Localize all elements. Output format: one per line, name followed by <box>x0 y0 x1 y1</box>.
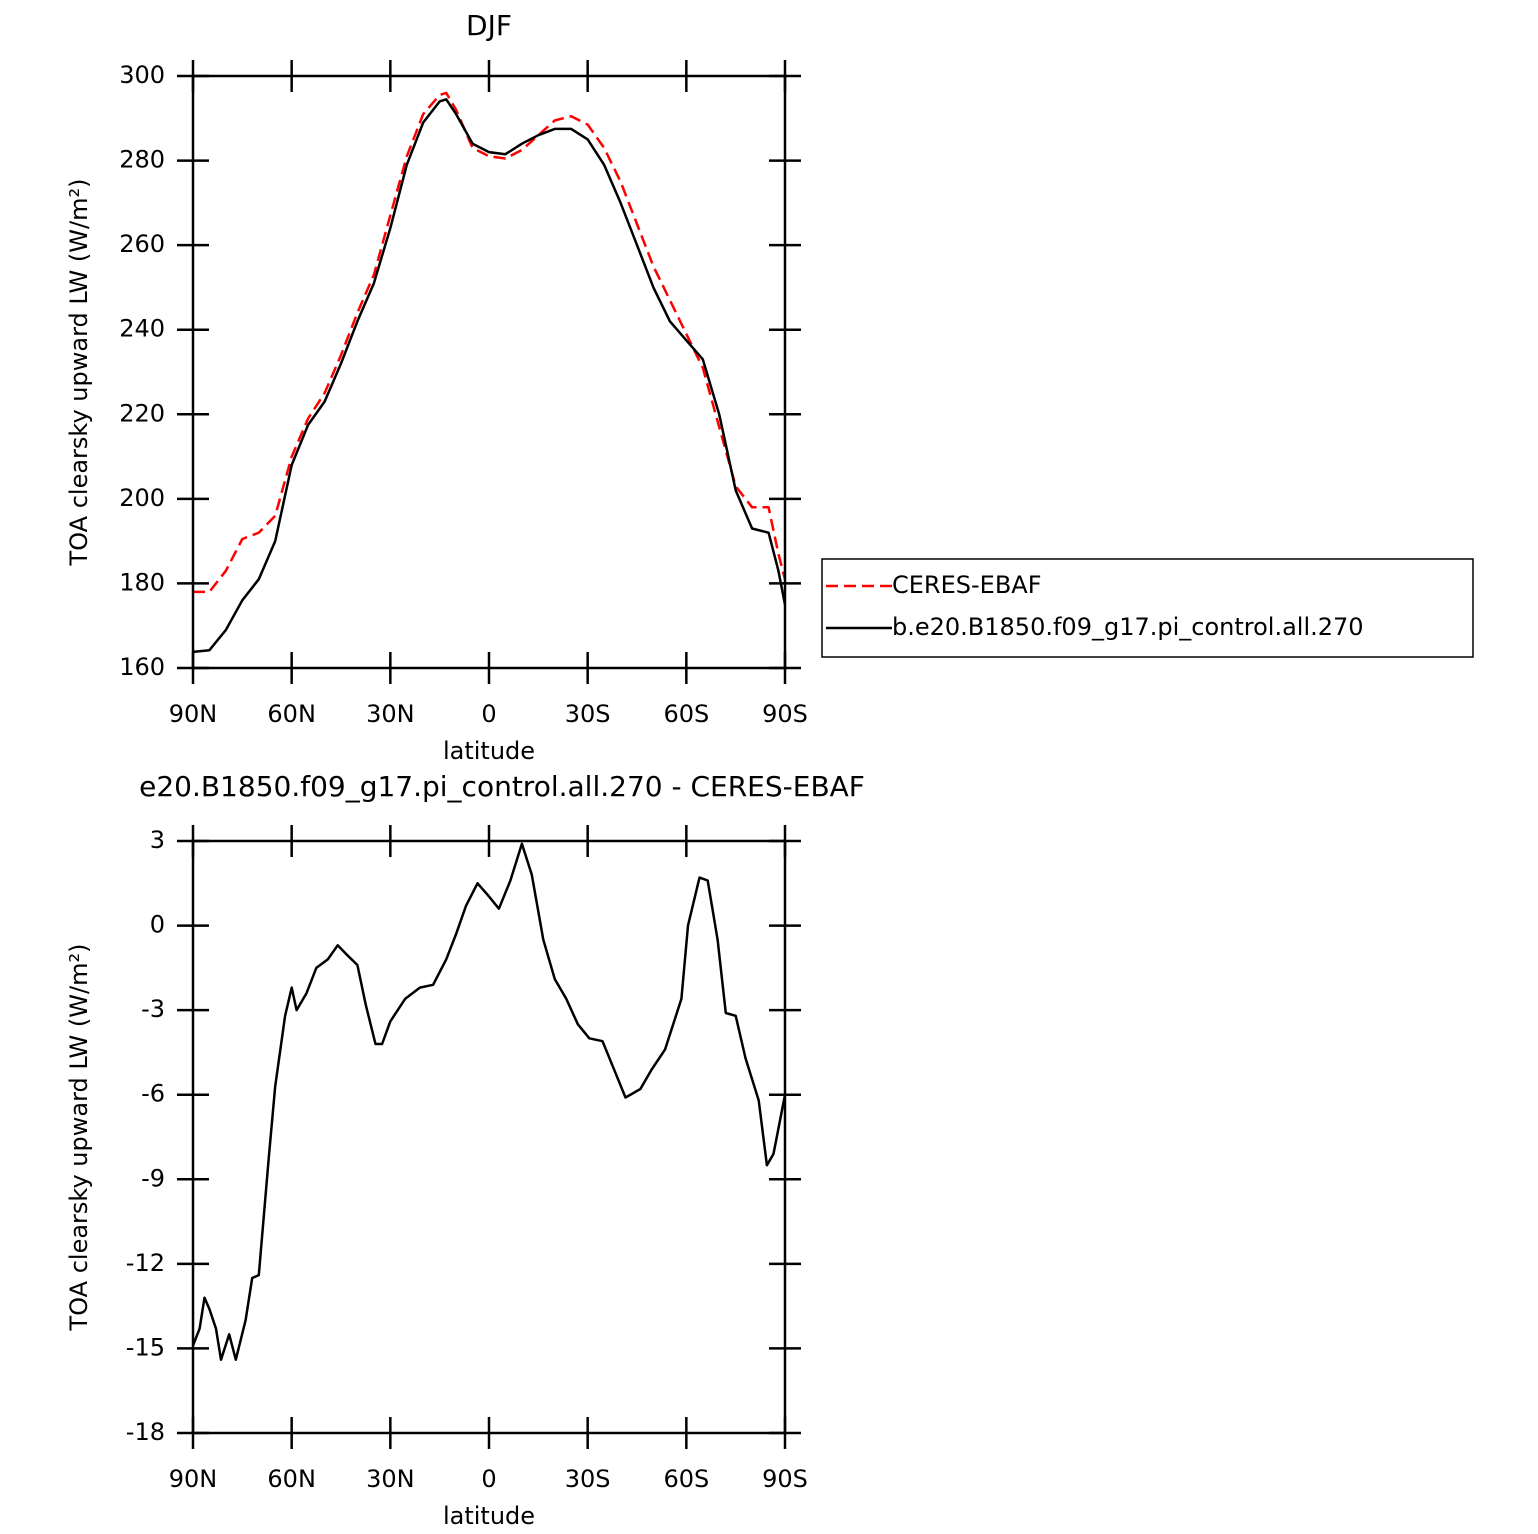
legend-label: b.e20.B1850.f09_g17.pi_control.all.270 <box>892 613 1364 641</box>
x-tick-label: 90N <box>169 1465 218 1493</box>
y-tick-label: 240 <box>119 315 165 343</box>
x-tick-label: 90S <box>762 1465 808 1493</box>
x-tick-label: 30S <box>565 1465 611 1493</box>
y-tick-label: -15 <box>126 1333 165 1361</box>
y-tick-label: 180 <box>119 568 165 596</box>
y-tick-label: 0 <box>150 911 165 939</box>
y-tick-label: -9 <box>141 1164 165 1192</box>
data-line <box>192 98 787 654</box>
y-tick-label: -18 <box>126 1418 165 1446</box>
x-tick-label: 60N <box>267 700 316 728</box>
y-tick-label: 300 <box>119 61 165 89</box>
legend-label: CERES-EBAF <box>892 571 1042 599</box>
x-tick-label: 30N <box>366 1465 415 1493</box>
x-tick-label: 0 <box>481 1465 496 1493</box>
legend-box <box>821 558 1474 658</box>
y-tick-label: -3 <box>141 995 165 1023</box>
plot-frame <box>191 839 787 1435</box>
x-tick-label: 60S <box>663 700 709 728</box>
chart-title: e20.B1850.f09_g17.pi_control.all.270 - C… <box>139 770 865 803</box>
x-axis-label: latitude <box>443 737 535 765</box>
x-tick-label: 30S <box>565 700 611 728</box>
y-tick-label: 260 <box>119 230 165 258</box>
y-axis-label: TOA clearsky upward LW (W/m²) <box>65 179 93 567</box>
y-tick-label: 280 <box>119 146 165 174</box>
chart-title: DJF <box>466 9 512 42</box>
y-tick-label: 3 <box>150 826 165 854</box>
y-tick-label: 220 <box>119 399 165 427</box>
y-tick-label: -6 <box>141 1080 165 1108</box>
y-tick-label: 200 <box>119 484 165 512</box>
x-tick-label: 60N <box>267 1465 316 1493</box>
y-axis-label: TOA clearsky upward LW (W/m²) <box>65 944 93 1332</box>
x-tick-label: 90S <box>762 700 808 728</box>
x-tick-label: 90N <box>169 700 218 728</box>
x-tick-label: 0 <box>481 700 496 728</box>
x-axis-label: latitude <box>443 1502 535 1530</box>
plot-frame <box>191 74 787 670</box>
y-tick-label: 160 <box>119 653 165 681</box>
x-tick-label: 60S <box>663 1465 709 1493</box>
data-line <box>193 91 787 594</box>
y-tick-label: -12 <box>126 1249 165 1277</box>
data-line <box>191 842 787 1361</box>
x-tick-label: 30N <box>366 700 415 728</box>
